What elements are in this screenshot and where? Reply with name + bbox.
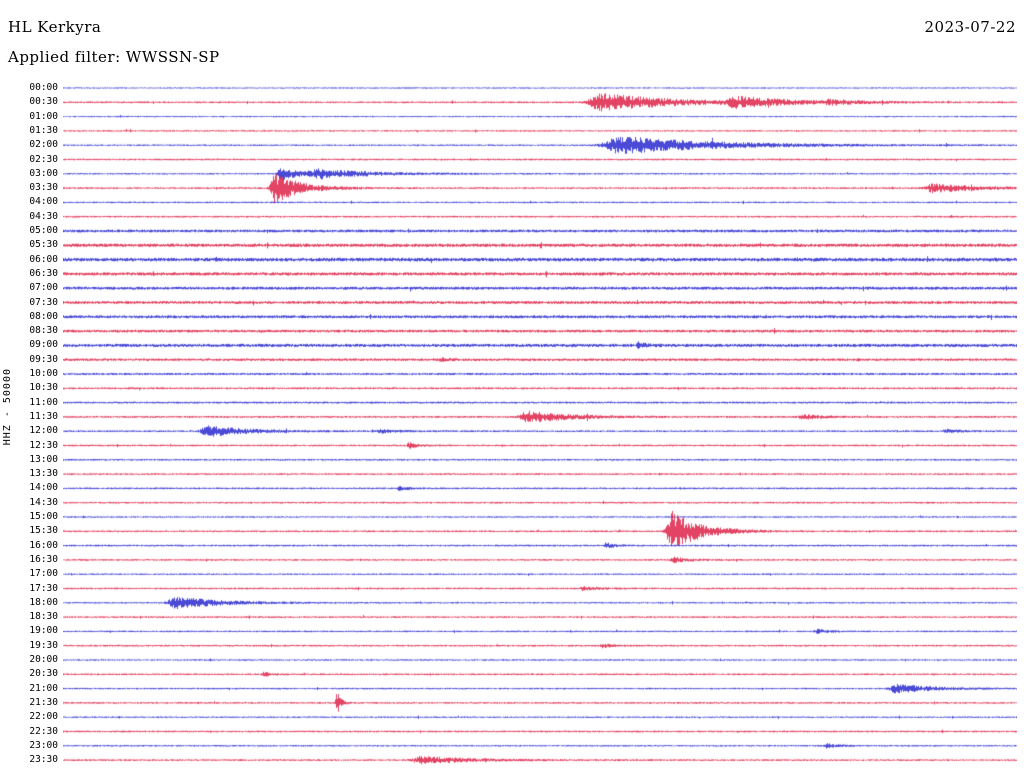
time-label: 18:00	[29, 596, 58, 608]
time-label: 04:30	[29, 210, 58, 222]
time-label: 12:30	[29, 439, 58, 451]
time-label: 15:30	[29, 525, 58, 537]
time-label: 08:00	[29, 310, 58, 322]
helicorder-traces	[63, 70, 1017, 780]
time-label: 20:00	[29, 654, 58, 665]
date-label: 2023-07-22	[924, 18, 1016, 36]
time-label: 17:30	[29, 582, 58, 594]
time-label: 16:30	[29, 553, 58, 565]
helicorder-plot-area: 00:00 00:30 01:00 01:30 02:00 02:30 03:00 03:30…	[0, 70, 1024, 780]
time-label: 08:30	[29, 325, 58, 337]
time-label: 09:30	[29, 353, 58, 365]
time-label: 19:00	[29, 625, 58, 637]
time-label: 14:30	[29, 496, 58, 508]
time-label: 01:30	[29, 124, 58, 136]
time-label: 18:30	[29, 611, 58, 623]
time-label: 21:00	[29, 682, 58, 694]
time-label: 02:00	[29, 139, 58, 151]
time-label: 06:30	[29, 267, 58, 279]
time-label: 00:00	[29, 82, 58, 93]
time-label: 17:00	[29, 568, 58, 580]
time-label: 07:30	[29, 296, 58, 308]
time-label: 05:30	[29, 239, 58, 251]
time-label: 04:00	[29, 196, 58, 208]
time-label: 06:00	[29, 253, 58, 265]
station-title: HL Kerkyra	[8, 18, 102, 36]
time-label: 05:00	[29, 225, 58, 236]
time-label: 00:30	[29, 96, 58, 108]
time-label: 19:30	[29, 639, 58, 651]
time-label: 15:00	[29, 511, 58, 522]
time-label: 14:00	[29, 482, 58, 494]
time-label: 03:00	[29, 167, 58, 179]
time-label: 11:30	[29, 410, 58, 422]
time-label: 12:00	[29, 425, 58, 437]
time-label: 20:30	[29, 668, 58, 680]
time-label: 09:00	[29, 339, 58, 351]
time-label: 10:30	[29, 382, 58, 394]
time-label: 22:30	[29, 725, 58, 737]
time-label: 11:00	[29, 396, 58, 408]
time-label: 13:30	[29, 468, 58, 480]
time-label: 02:30	[29, 153, 58, 165]
time-label: 21:30	[29, 696, 58, 708]
time-label: 13:00	[29, 453, 58, 465]
time-label: 16:00	[29, 539, 58, 551]
time-axis: 00:00 00:30 01:00 01:30 02:00 02:30 03:00 03:30…	[0, 70, 60, 780]
filter-label: Applied filter: WWSSN-SP	[8, 48, 220, 66]
time-label: 01:00	[29, 110, 58, 122]
time-label: 23:00	[29, 739, 58, 751]
time-label: 22:00	[29, 711, 58, 723]
time-label: 23:30	[29, 754, 58, 766]
time-label: 03:30	[29, 182, 58, 194]
time-label: 07:00	[29, 282, 58, 294]
time-label: 10:00	[29, 368, 58, 379]
